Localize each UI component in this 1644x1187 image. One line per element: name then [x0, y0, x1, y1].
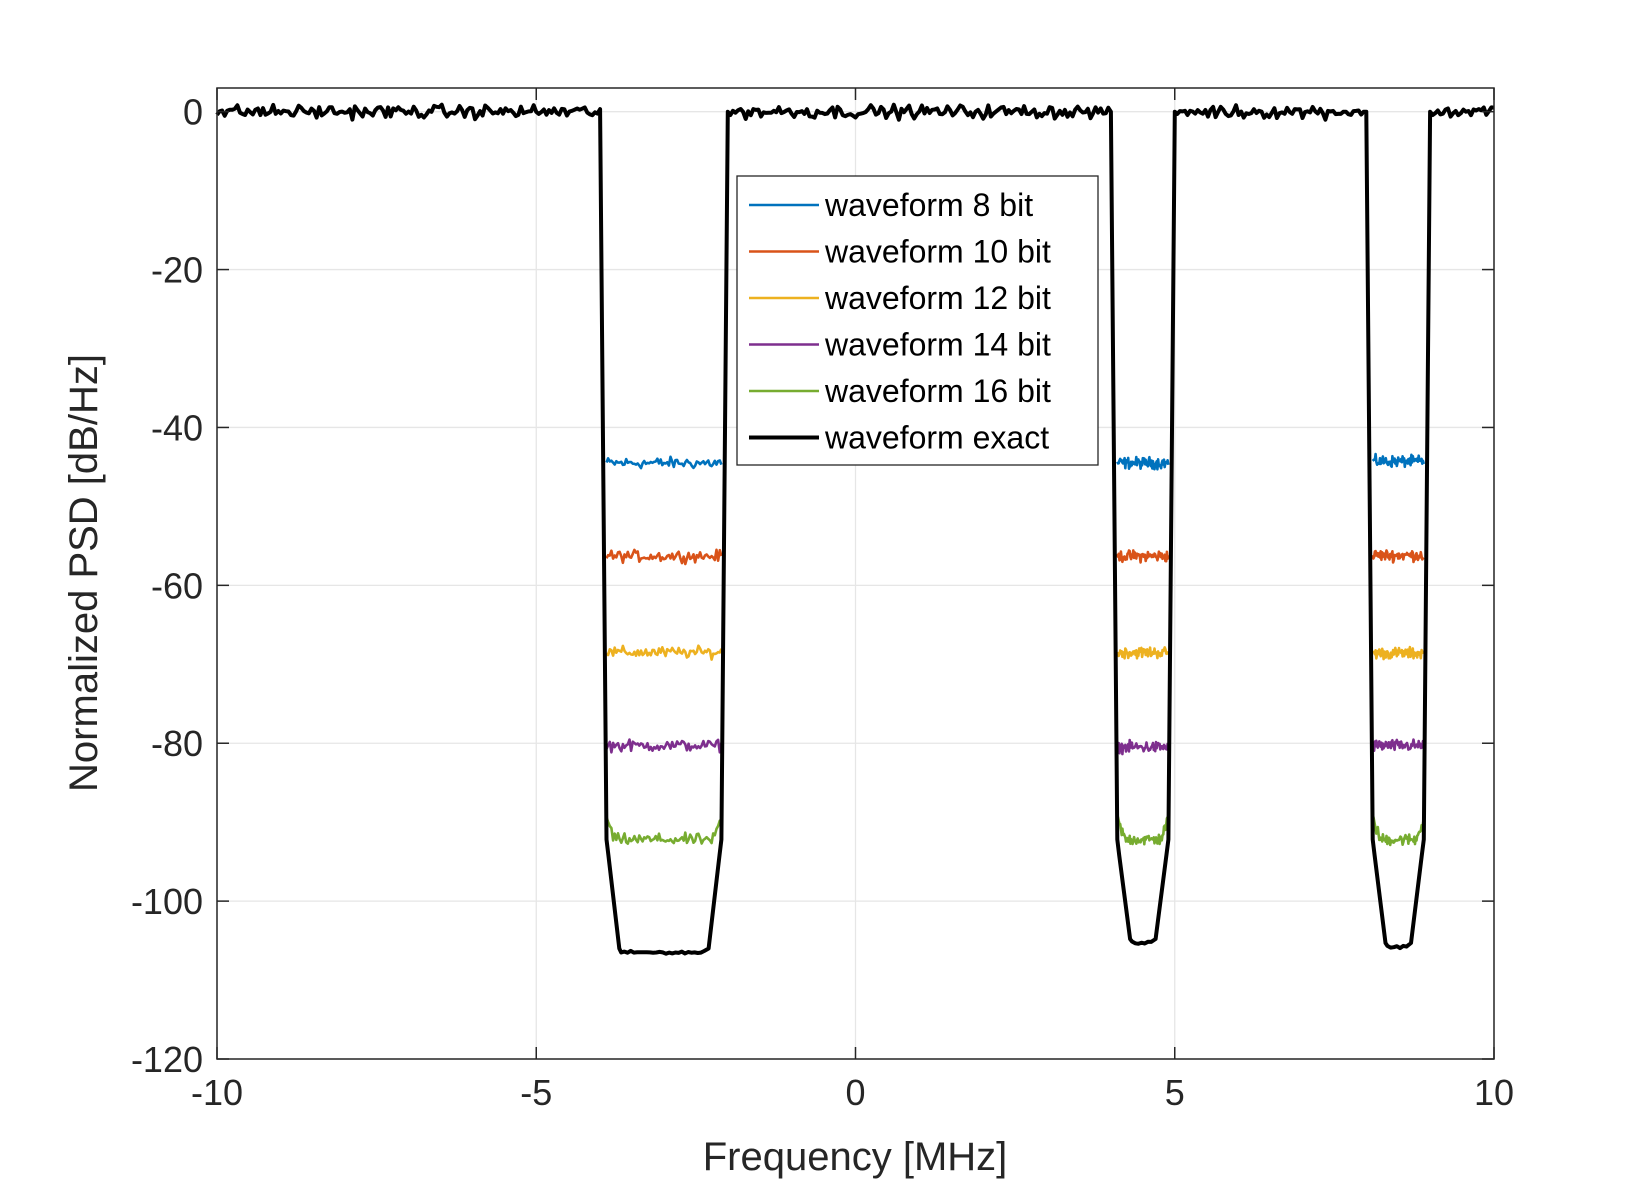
series-line-waveform-12-bit — [605, 644, 723, 661]
y-tick-label: -60 — [151, 565, 203, 606]
y-tick-label: -20 — [151, 250, 203, 291]
series-line-waveform-8-bit — [1371, 452, 1426, 469]
x-axis-label: Frequency [MHz] — [703, 1135, 1008, 1179]
x-tick-label: 0 — [845, 1072, 865, 1113]
x-tick-label: -10 — [191, 1072, 243, 1113]
legend-label: waveform 10 bit — [824, 234, 1051, 270]
legend-label: waveform 14 bit — [824, 327, 1051, 363]
series-line-waveform-8-bit — [1116, 455, 1170, 471]
y-tick-label: -100 — [131, 881, 203, 922]
y-tick-label: 0 — [183, 92, 203, 133]
y-tick-label: -40 — [151, 407, 203, 448]
axis-ticks — [216, 88, 1495, 1060]
series-line-waveform-exact — [215, 102, 1495, 956]
y-axis-label: Normalized PSD [dB/Hz] — [62, 354, 106, 792]
series-line-waveform-16-bit — [1116, 815, 1170, 846]
series-line-waveform-14-bit — [605, 738, 723, 754]
x-tick-label: 5 — [1165, 1072, 1185, 1113]
series-layer — [215, 102, 1495, 956]
legend-label: waveform 12 bit — [824, 280, 1051, 316]
series-line-waveform-14-bit — [1371, 738, 1426, 753]
legend-box — [736, 175, 1099, 466]
series-line-waveform-16-bit — [1371, 815, 1426, 847]
series-line-waveform-8-bit — [605, 455, 723, 470]
legend-label: waveform exact — [824, 420, 1049, 456]
series-line-waveform-14-bit — [1116, 738, 1170, 756]
legend-label: waveform 16 bit — [824, 373, 1051, 409]
series-line-waveform-12-bit — [1116, 646, 1170, 660]
series-line-waveform-16-bit — [605, 816, 722, 846]
series-line-waveform-12-bit — [1372, 645, 1425, 661]
series-line-waveform-10-bit — [1116, 549, 1170, 564]
y-tick-label: -120 — [131, 1039, 203, 1080]
x-tick-label: 10 — [1474, 1072, 1514, 1113]
legend: waveform 8 bit waveform 10 bit waveform 12… — [736, 175, 1099, 466]
legend-label: waveform 8 bit — [824, 187, 1033, 223]
series-line-waveform-10-bit — [1371, 549, 1425, 564]
x-tick-label: -5 — [520, 1072, 552, 1113]
tick-labels: -10 -5 0 5 10 0 -20 -40 -60 -80 -100 -120 — [131, 92, 1514, 1113]
y-tick-label: -80 — [151, 723, 203, 764]
series-line-waveform-10-bit — [605, 548, 723, 566]
